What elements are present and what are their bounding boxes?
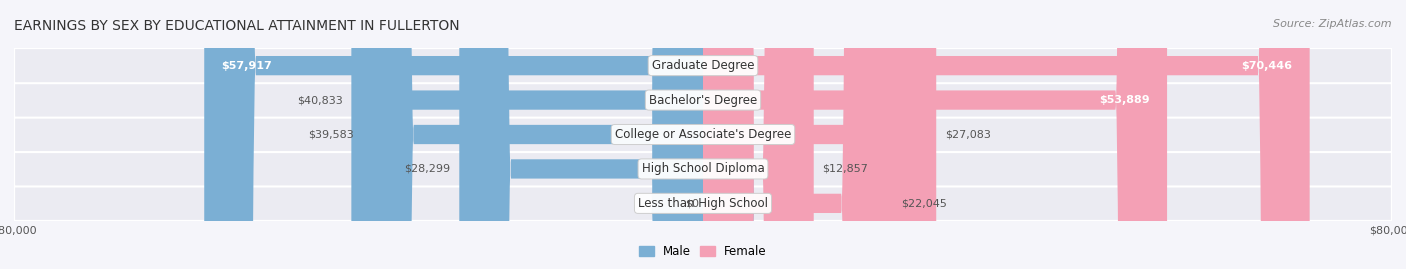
FancyBboxPatch shape — [14, 48, 1392, 83]
Text: $70,446: $70,446 — [1241, 61, 1292, 71]
FancyBboxPatch shape — [204, 0, 703, 269]
Text: Source: ZipAtlas.com: Source: ZipAtlas.com — [1274, 19, 1392, 29]
Text: $12,857: $12,857 — [823, 164, 869, 174]
Text: Less than High School: Less than High School — [638, 197, 768, 210]
Text: EARNINGS BY SEX BY EDUCATIONAL ATTAINMENT IN FULLERTON: EARNINGS BY SEX BY EDUCATIONAL ATTAINMEN… — [14, 19, 460, 33]
Text: $53,889: $53,889 — [1099, 95, 1150, 105]
FancyBboxPatch shape — [703, 0, 1167, 269]
FancyBboxPatch shape — [703, 0, 936, 269]
Text: $39,583: $39,583 — [308, 129, 353, 140]
Text: $57,917: $57,917 — [222, 61, 273, 71]
Text: $27,083: $27,083 — [945, 129, 991, 140]
FancyBboxPatch shape — [14, 83, 1392, 118]
FancyBboxPatch shape — [703, 0, 893, 269]
Text: $40,833: $40,833 — [297, 95, 343, 105]
FancyBboxPatch shape — [651, 0, 755, 269]
Text: $0: $0 — [685, 198, 699, 208]
FancyBboxPatch shape — [14, 151, 1392, 186]
Text: College or Associate's Degree: College or Associate's Degree — [614, 128, 792, 141]
Legend: Male, Female: Male, Female — [634, 240, 772, 263]
FancyBboxPatch shape — [352, 0, 703, 269]
FancyBboxPatch shape — [703, 0, 1309, 269]
FancyBboxPatch shape — [363, 0, 703, 269]
FancyBboxPatch shape — [460, 0, 703, 269]
Text: $28,299: $28,299 — [405, 164, 451, 174]
FancyBboxPatch shape — [14, 186, 1392, 221]
Text: $22,045: $22,045 — [901, 198, 948, 208]
FancyBboxPatch shape — [703, 0, 814, 269]
Text: Graduate Degree: Graduate Degree — [652, 59, 754, 72]
Text: High School Diploma: High School Diploma — [641, 162, 765, 175]
FancyBboxPatch shape — [14, 117, 1392, 152]
Text: Bachelor's Degree: Bachelor's Degree — [650, 94, 756, 107]
